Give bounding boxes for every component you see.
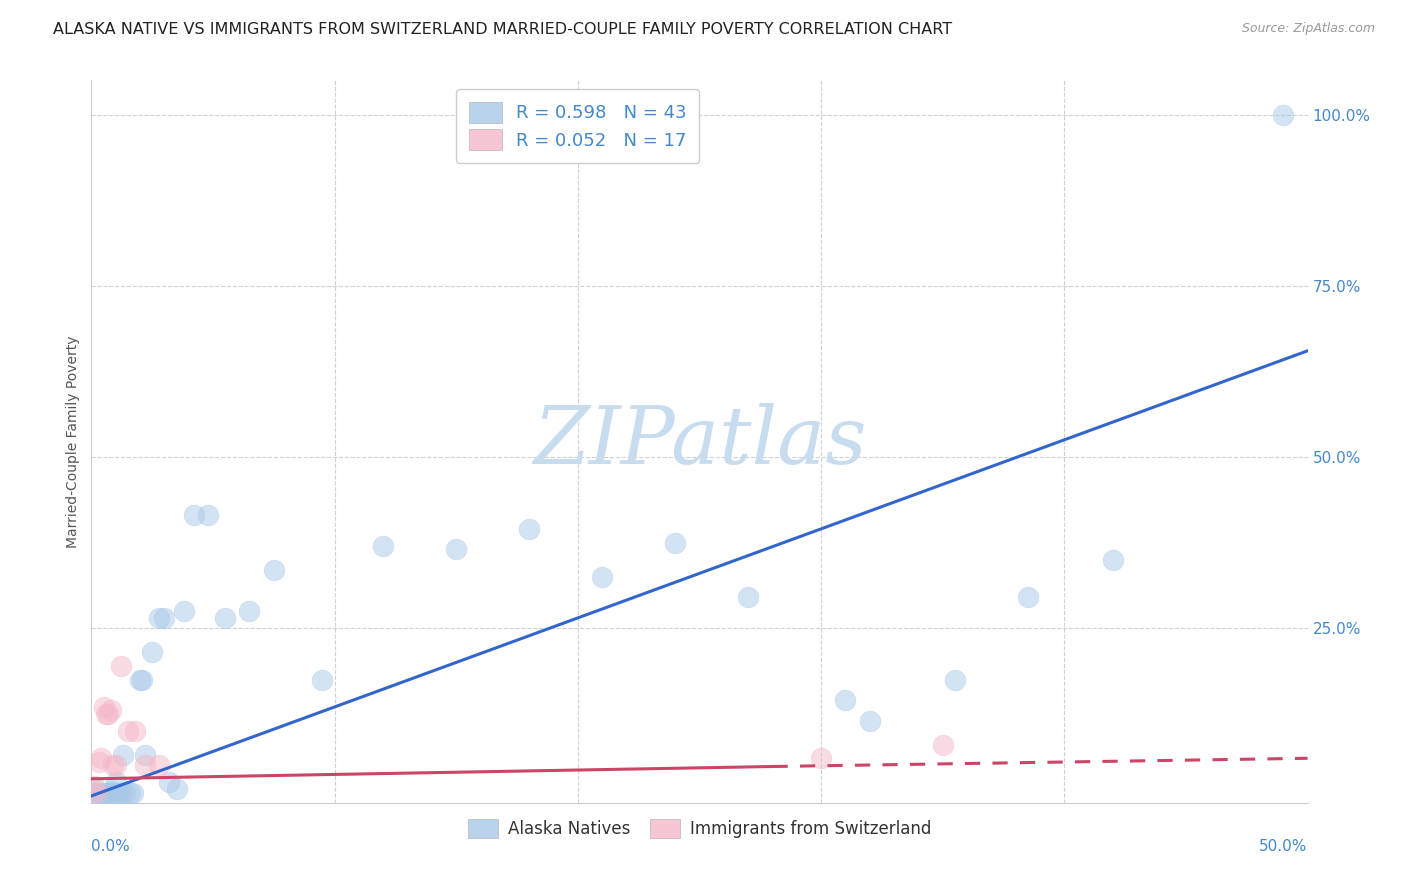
Y-axis label: Married-Couple Family Poverty: Married-Couple Family Poverty — [66, 335, 80, 548]
Point — [97, 785, 120, 799]
Point — [87, 785, 110, 799]
Point — [859, 714, 882, 728]
Point — [104, 775, 127, 789]
Point — [103, 785, 125, 799]
Point — [664, 535, 686, 549]
Point — [83, 785, 105, 799]
Point — [810, 751, 832, 765]
Point — [93, 700, 115, 714]
Point — [100, 703, 122, 717]
Point — [153, 611, 176, 625]
Point — [90, 751, 112, 765]
Point — [93, 785, 115, 799]
Point — [84, 784, 107, 798]
Point — [103, 758, 125, 772]
Point — [444, 542, 467, 557]
Point — [104, 758, 127, 772]
Point — [111, 747, 134, 762]
Point — [238, 604, 260, 618]
Point — [931, 738, 953, 752]
Point — [943, 673, 966, 687]
Text: ALASKA NATIVE VS IMMIGRANTS FROM SWITZERLAND MARRIED-COUPLE FAMILY POVERTY CORRE: ALASKA NATIVE VS IMMIGRANTS FROM SWITZER… — [53, 22, 952, 37]
Point — [97, 706, 120, 721]
Point — [83, 779, 105, 793]
Point — [517, 522, 540, 536]
Point — [373, 539, 395, 553]
Point — [591, 570, 613, 584]
Point — [1272, 107, 1295, 121]
Point — [166, 782, 188, 797]
Point — [157, 775, 180, 789]
Point — [120, 785, 142, 799]
Text: ZIPatlas: ZIPatlas — [533, 403, 866, 480]
Point — [84, 785, 107, 799]
Point — [87, 755, 110, 769]
Point — [114, 785, 136, 799]
Point — [134, 758, 156, 772]
Point — [737, 591, 759, 605]
Point — [148, 758, 170, 772]
Point — [110, 785, 132, 799]
Point — [117, 723, 139, 738]
Point — [214, 611, 236, 625]
Point — [173, 604, 195, 618]
Point — [94, 706, 117, 721]
Text: 0.0%: 0.0% — [91, 838, 131, 854]
Point — [141, 645, 163, 659]
Point — [183, 508, 205, 523]
Point — [110, 658, 132, 673]
Point — [1102, 552, 1125, 566]
Point — [90, 787, 112, 801]
Point — [834, 693, 856, 707]
Point — [107, 785, 129, 799]
Point — [124, 723, 146, 738]
Point — [131, 673, 153, 687]
Legend: Alaska Natives, Immigrants from Switzerland: Alaska Natives, Immigrants from Switzerl… — [460, 811, 939, 847]
Point — [134, 747, 156, 762]
Text: 50.0%: 50.0% — [1260, 838, 1308, 854]
Text: Source: ZipAtlas.com: Source: ZipAtlas.com — [1241, 22, 1375, 36]
Point — [129, 673, 152, 687]
Point — [311, 673, 333, 687]
Point — [1017, 591, 1039, 605]
Point — [263, 563, 285, 577]
Point — [100, 784, 122, 798]
Point — [197, 508, 219, 523]
Point — [148, 611, 170, 625]
Point — [94, 785, 117, 799]
Point — [121, 785, 143, 799]
